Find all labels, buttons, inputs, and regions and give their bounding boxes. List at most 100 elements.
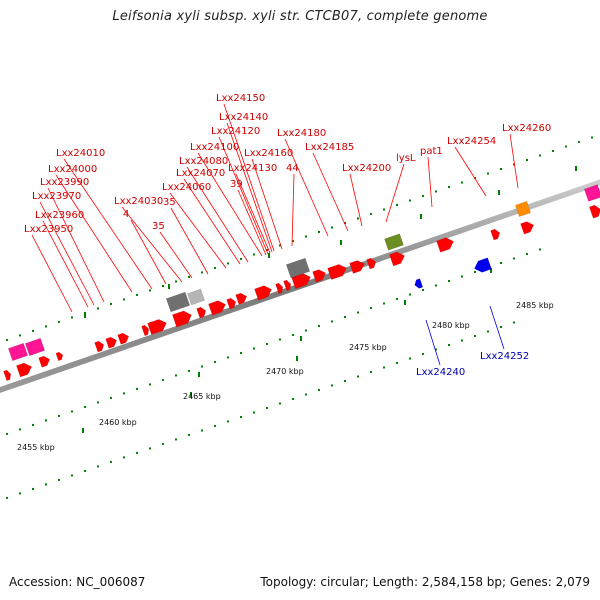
- tick-dot: [292, 333, 294, 336]
- tick-dot: [318, 230, 320, 233]
- tick-dot: [110, 396, 112, 399]
- tick-dot: [331, 226, 333, 229]
- tick-dot: [487, 330, 489, 333]
- rna-gene: [165, 291, 191, 313]
- tick-dot: [266, 342, 268, 345]
- gene-label: pat1: [420, 146, 443, 157]
- tick-dot: [552, 150, 554, 153]
- forward-gene-shape: [3, 369, 12, 382]
- genome-title: Leifsonia xyli subsp. xyli str. CTCB07, …: [112, 9, 488, 24]
- tick-dot: [305, 329, 307, 332]
- forward-gene-shape: [312, 269, 327, 283]
- forward-gene: [196, 306, 207, 319]
- rna-gene: [187, 288, 205, 306]
- forward-gene-shape: [389, 251, 405, 267]
- leader-line: [226, 122, 273, 253]
- tick-dot: [214, 424, 216, 427]
- tick-dot: [370, 306, 372, 309]
- forward-gene-shape: [235, 292, 248, 305]
- tick-dot: [32, 487, 34, 490]
- leader-line: [170, 207, 209, 275]
- gene-label: Lxx24240: [416, 367, 465, 378]
- tick-dot: [266, 248, 268, 251]
- gene-label: Lxx24030: [114, 196, 163, 207]
- tick-dot: [71, 410, 73, 413]
- tick-dots: [6, 136, 593, 499]
- tick-dot: [396, 203, 398, 206]
- special-feature: [384, 233, 404, 251]
- tick-dot: [292, 239, 294, 242]
- gene-label: Lxx24150: [216, 93, 265, 104]
- tick-dot: [513, 321, 515, 324]
- gene-label: Lxx24252: [480, 351, 529, 362]
- forward-gene: [235, 292, 248, 305]
- tick-dot: [19, 428, 21, 431]
- tick-dot: [422, 352, 424, 355]
- tick-dot: [565, 145, 567, 148]
- tick-dot: [578, 141, 580, 144]
- tick-major: [575, 166, 577, 171]
- tick-dot: [357, 375, 359, 378]
- tick-major: [84, 313, 86, 318]
- rna-gene-shape: [285, 257, 311, 279]
- rna-gene: [285, 257, 311, 279]
- tick-dot: [526, 159, 528, 162]
- tick-dot: [448, 343, 450, 346]
- tick-dot: [487, 172, 489, 175]
- tick-dot: [201, 271, 203, 274]
- leader-line: [197, 152, 263, 257]
- forward-gene-shape: [254, 285, 272, 301]
- tick-dot: [331, 384, 333, 387]
- forward-gene: [520, 221, 535, 235]
- tick-dot: [162, 378, 164, 381]
- tick-major: [340, 240, 342, 245]
- forward-gene: [94, 340, 105, 353]
- tick-dot: [500, 326, 502, 328]
- leader-line: [42, 220, 89, 308]
- tick-dot: [435, 348, 437, 351]
- tick-dot: [266, 406, 268, 409]
- tick-major: [300, 336, 302, 341]
- gene-label: Lxx23970: [32, 191, 81, 202]
- forward-gene-shape: [520, 221, 535, 235]
- forward-gene-shape: [55, 351, 64, 362]
- tick-dot: [97, 401, 99, 404]
- gene-label: Lxx24120: [211, 126, 260, 137]
- tick-dot: [474, 270, 476, 273]
- tick-dot: [123, 298, 125, 301]
- tick-dot: [32, 329, 34, 332]
- forward-gene: [366, 257, 377, 270]
- leader-line: [312, 152, 349, 232]
- tick-dot: [6, 338, 8, 341]
- leader-line: [489, 305, 505, 350]
- gene-label: 35: [163, 197, 176, 208]
- scale-label: 2485 kbp: [516, 301, 554, 310]
- tick-dot: [305, 235, 307, 238]
- forward-gene: [147, 319, 167, 335]
- tick-dot: [344, 221, 346, 224]
- tick-major: [296, 356, 298, 361]
- tick-dot: [19, 334, 21, 337]
- gene-label: Lxx24080: [179, 156, 228, 167]
- tick-major: [498, 190, 500, 195]
- tick-dot: [32, 423, 34, 426]
- tick-dot: [344, 315, 346, 318]
- tick-dot: [279, 244, 281, 247]
- tick-dot: [19, 492, 21, 495]
- forward-gene: [55, 351, 64, 362]
- forward-gene-shape: [117, 332, 130, 345]
- gene-label: Lxx24260: [502, 123, 551, 134]
- gene-label: Lxx24070: [176, 168, 225, 179]
- tick-dot: [227, 420, 229, 423]
- tick-dot: [123, 392, 125, 395]
- tick-dot: [253, 411, 255, 414]
- leader-line: [218, 136, 269, 255]
- accession-text: Accession: NC_006087: [9, 575, 146, 589]
- tick-dot: [513, 257, 515, 260]
- leader-line: [39, 201, 95, 306]
- forward-gene: [349, 260, 365, 274]
- tick-dot: [461, 275, 463, 278]
- tick-dot: [188, 369, 190, 372]
- tick-dot: [240, 257, 242, 260]
- forward-gene: [3, 369, 12, 382]
